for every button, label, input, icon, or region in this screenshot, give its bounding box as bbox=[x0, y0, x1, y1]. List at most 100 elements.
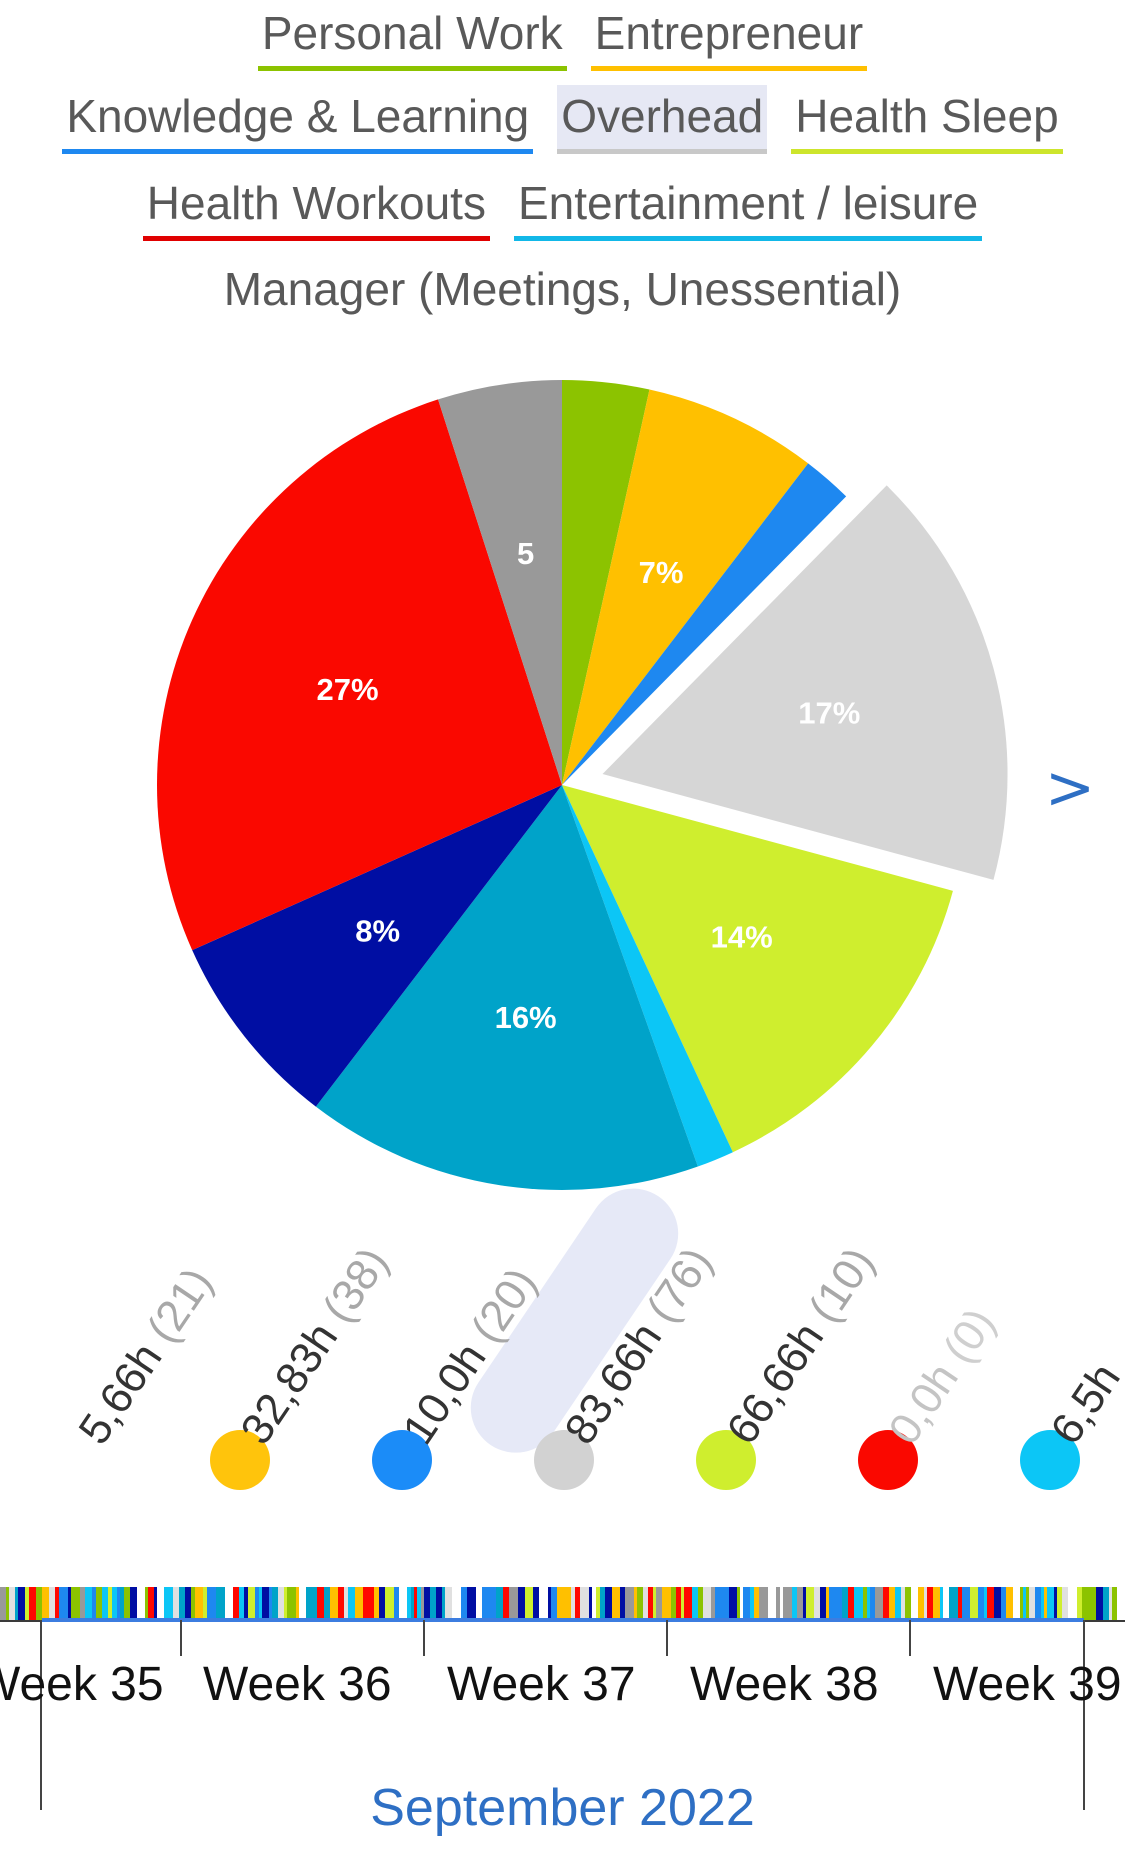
legend-entrepreneur[interactable]: Entrepreneur bbox=[590, 2, 868, 71]
pie-slice-2[interactable] bbox=[562, 463, 847, 785]
week-label-39[interactable]: Week 39 bbox=[933, 1658, 1122, 1711]
activity-stripe bbox=[24, 1587, 29, 1621]
activity-stripe bbox=[388, 1587, 395, 1621]
legend-health-workouts[interactable]: Health Workouts bbox=[142, 172, 490, 241]
tick-week-39 bbox=[909, 1620, 911, 1656]
category-value-6[interactable]: 6,5h bbox=[970, 1220, 1125, 1520]
pie-slice-6[interactable] bbox=[315, 785, 698, 1190]
activity-stripe bbox=[911, 1587, 919, 1621]
category-dot-5 bbox=[858, 1430, 918, 1490]
week-label-35[interactable]: Week 35 bbox=[0, 1658, 164, 1711]
pie-slice-label-1: 7% bbox=[639, 555, 684, 590]
pie-slice-9[interactable] bbox=[438, 380, 562, 785]
pie-slice-0[interactable] bbox=[562, 380, 650, 785]
pie-slice-8[interactable] bbox=[156, 399, 562, 951]
legend-overhead[interactable]: Overhead bbox=[557, 85, 768, 154]
activity-stripe bbox=[905, 1587, 912, 1621]
activity-stripe bbox=[70, 1587, 80, 1621]
activity-stripe bbox=[1062, 1587, 1069, 1621]
activity-stripe bbox=[172, 1587, 179, 1621]
activity-stripe bbox=[1082, 1587, 1088, 1621]
activity-stripe bbox=[1051, 1587, 1055, 1621]
category-dot-6 bbox=[1020, 1430, 1080, 1490]
activity-stripe bbox=[680, 1587, 684, 1621]
activity-stripe bbox=[313, 1587, 318, 1621]
activity-stripe bbox=[749, 1587, 754, 1621]
activity-stripe bbox=[1026, 1587, 1030, 1621]
activity-stripe bbox=[119, 1587, 124, 1621]
category-dot-2 bbox=[372, 1430, 432, 1490]
pie-chart: 7% 17% 14% 16% 8% 27% 5 bbox=[156, 380, 1008, 1190]
activity-stripe bbox=[436, 1587, 443, 1621]
activity-stripe bbox=[238, 1587, 244, 1621]
activity-stripe bbox=[1111, 1587, 1117, 1621]
activity-stripe bbox=[84, 1587, 92, 1621]
activity-stripe bbox=[48, 1587, 55, 1621]
activity-stripe bbox=[647, 1587, 653, 1621]
category-value-5[interactable]: 0,0h (0) bbox=[808, 1220, 1005, 1520]
legend-knowledge-learning[interactable]: Knowledge & Learning bbox=[62, 85, 534, 154]
activity-stripe bbox=[636, 1587, 643, 1621]
activity-stripe bbox=[791, 1587, 797, 1621]
legend-manager[interactable]: Manager (Meetings, Unessential) bbox=[223, 263, 902, 315]
week-label-37[interactable]: Week 37 bbox=[447, 1658, 636, 1711]
chevron-right-icon[interactable]: > bbox=[1044, 753, 1096, 823]
activity-stripe bbox=[848, 1587, 855, 1621]
activity-stripe bbox=[779, 1587, 783, 1621]
activity-stripe bbox=[144, 1587, 148, 1621]
activity-stripe bbox=[796, 1587, 803, 1621]
activity-stripe bbox=[14, 1587, 18, 1621]
pie-slice-3[interactable] bbox=[602, 485, 1008, 880]
activity-stripe bbox=[79, 1587, 85, 1621]
activity-stripe bbox=[394, 1587, 400, 1621]
activity-stripe bbox=[918, 1587, 925, 1621]
activity-stripe bbox=[548, 1587, 552, 1621]
week-label-38[interactable]: Week 38 bbox=[690, 1658, 879, 1711]
pie-slice-4[interactable] bbox=[562, 785, 953, 1153]
category-value-3[interactable]: 83,66h (76) bbox=[484, 1220, 722, 1520]
activity-stripe bbox=[348, 1587, 352, 1621]
activity-stripe bbox=[261, 1587, 269, 1621]
tick-range-start bbox=[40, 1620, 42, 1810]
legend-row-3: Health Workouts Entertainment / leisure bbox=[0, 172, 1125, 241]
activity-stripe bbox=[5, 1587, 9, 1621]
activity-stripe bbox=[467, 1587, 477, 1621]
activity-stripe bbox=[782, 1587, 792, 1621]
category-value-2[interactable]: 10,0h (20) bbox=[322, 1220, 546, 1520]
pie-slice-7[interactable] bbox=[192, 785, 562, 1107]
pie-slice-1[interactable] bbox=[562, 389, 809, 785]
activity-stripe bbox=[875, 1587, 884, 1621]
activity-stripe bbox=[452, 1587, 462, 1621]
category-value-4[interactable]: 66,66h (10) bbox=[646, 1220, 884, 1520]
activity-stripe bbox=[215, 1587, 225, 1621]
activity-stripe bbox=[924, 1587, 928, 1621]
activity-stripe bbox=[306, 1587, 314, 1621]
activity-stripe bbox=[714, 1587, 724, 1621]
category-values-strip: 5,66h (21) 32,83h (38) 10,0h (20) 83,66h (7… bbox=[0, 1220, 1125, 1520]
activity-stripe bbox=[344, 1587, 349, 1621]
legend-personal-work[interactable]: Personal Work bbox=[257, 2, 567, 71]
category-value-1[interactable]: 32,83h (38) bbox=[160, 1220, 398, 1520]
legend-health-sleep[interactable]: Health Sleep bbox=[791, 85, 1063, 154]
month-label: September 2022 bbox=[370, 1779, 755, 1837]
activity-stripe bbox=[633, 1587, 637, 1621]
activity-stripe bbox=[1020, 1587, 1024, 1621]
activity-stripe bbox=[129, 1587, 137, 1621]
activity-stripe bbox=[35, 1587, 42, 1621]
activity-stripe bbox=[111, 1587, 117, 1621]
activity-stripe bbox=[683, 1587, 692, 1621]
activity-stripe bbox=[184, 1587, 191, 1621]
week-label-36[interactable]: Week 36 bbox=[203, 1658, 392, 1711]
legend-entertainment-leisure[interactable]: Entertainment / leisure bbox=[513, 172, 983, 241]
timeline[interactable]: Week 35 Week 36 Week 37 Week 38 Week 39 … bbox=[0, 1560, 1125, 1872]
activity-stripe bbox=[739, 1587, 743, 1621]
activity-stripe bbox=[958, 1587, 963, 1621]
tick-week-37 bbox=[423, 1620, 425, 1656]
activity-stripe bbox=[1044, 1587, 1048, 1621]
pie-slice-label-3: 17% bbox=[798, 696, 860, 731]
pie-slice-label-6: 16% bbox=[495, 1000, 557, 1035]
activity-stripe bbox=[834, 1587, 843, 1621]
activity-stripe bbox=[813, 1587, 820, 1621]
pie-slice-5[interactable] bbox=[562, 785, 733, 1167]
category-value-0[interactable]: 5,66h (21) bbox=[0, 1220, 222, 1520]
